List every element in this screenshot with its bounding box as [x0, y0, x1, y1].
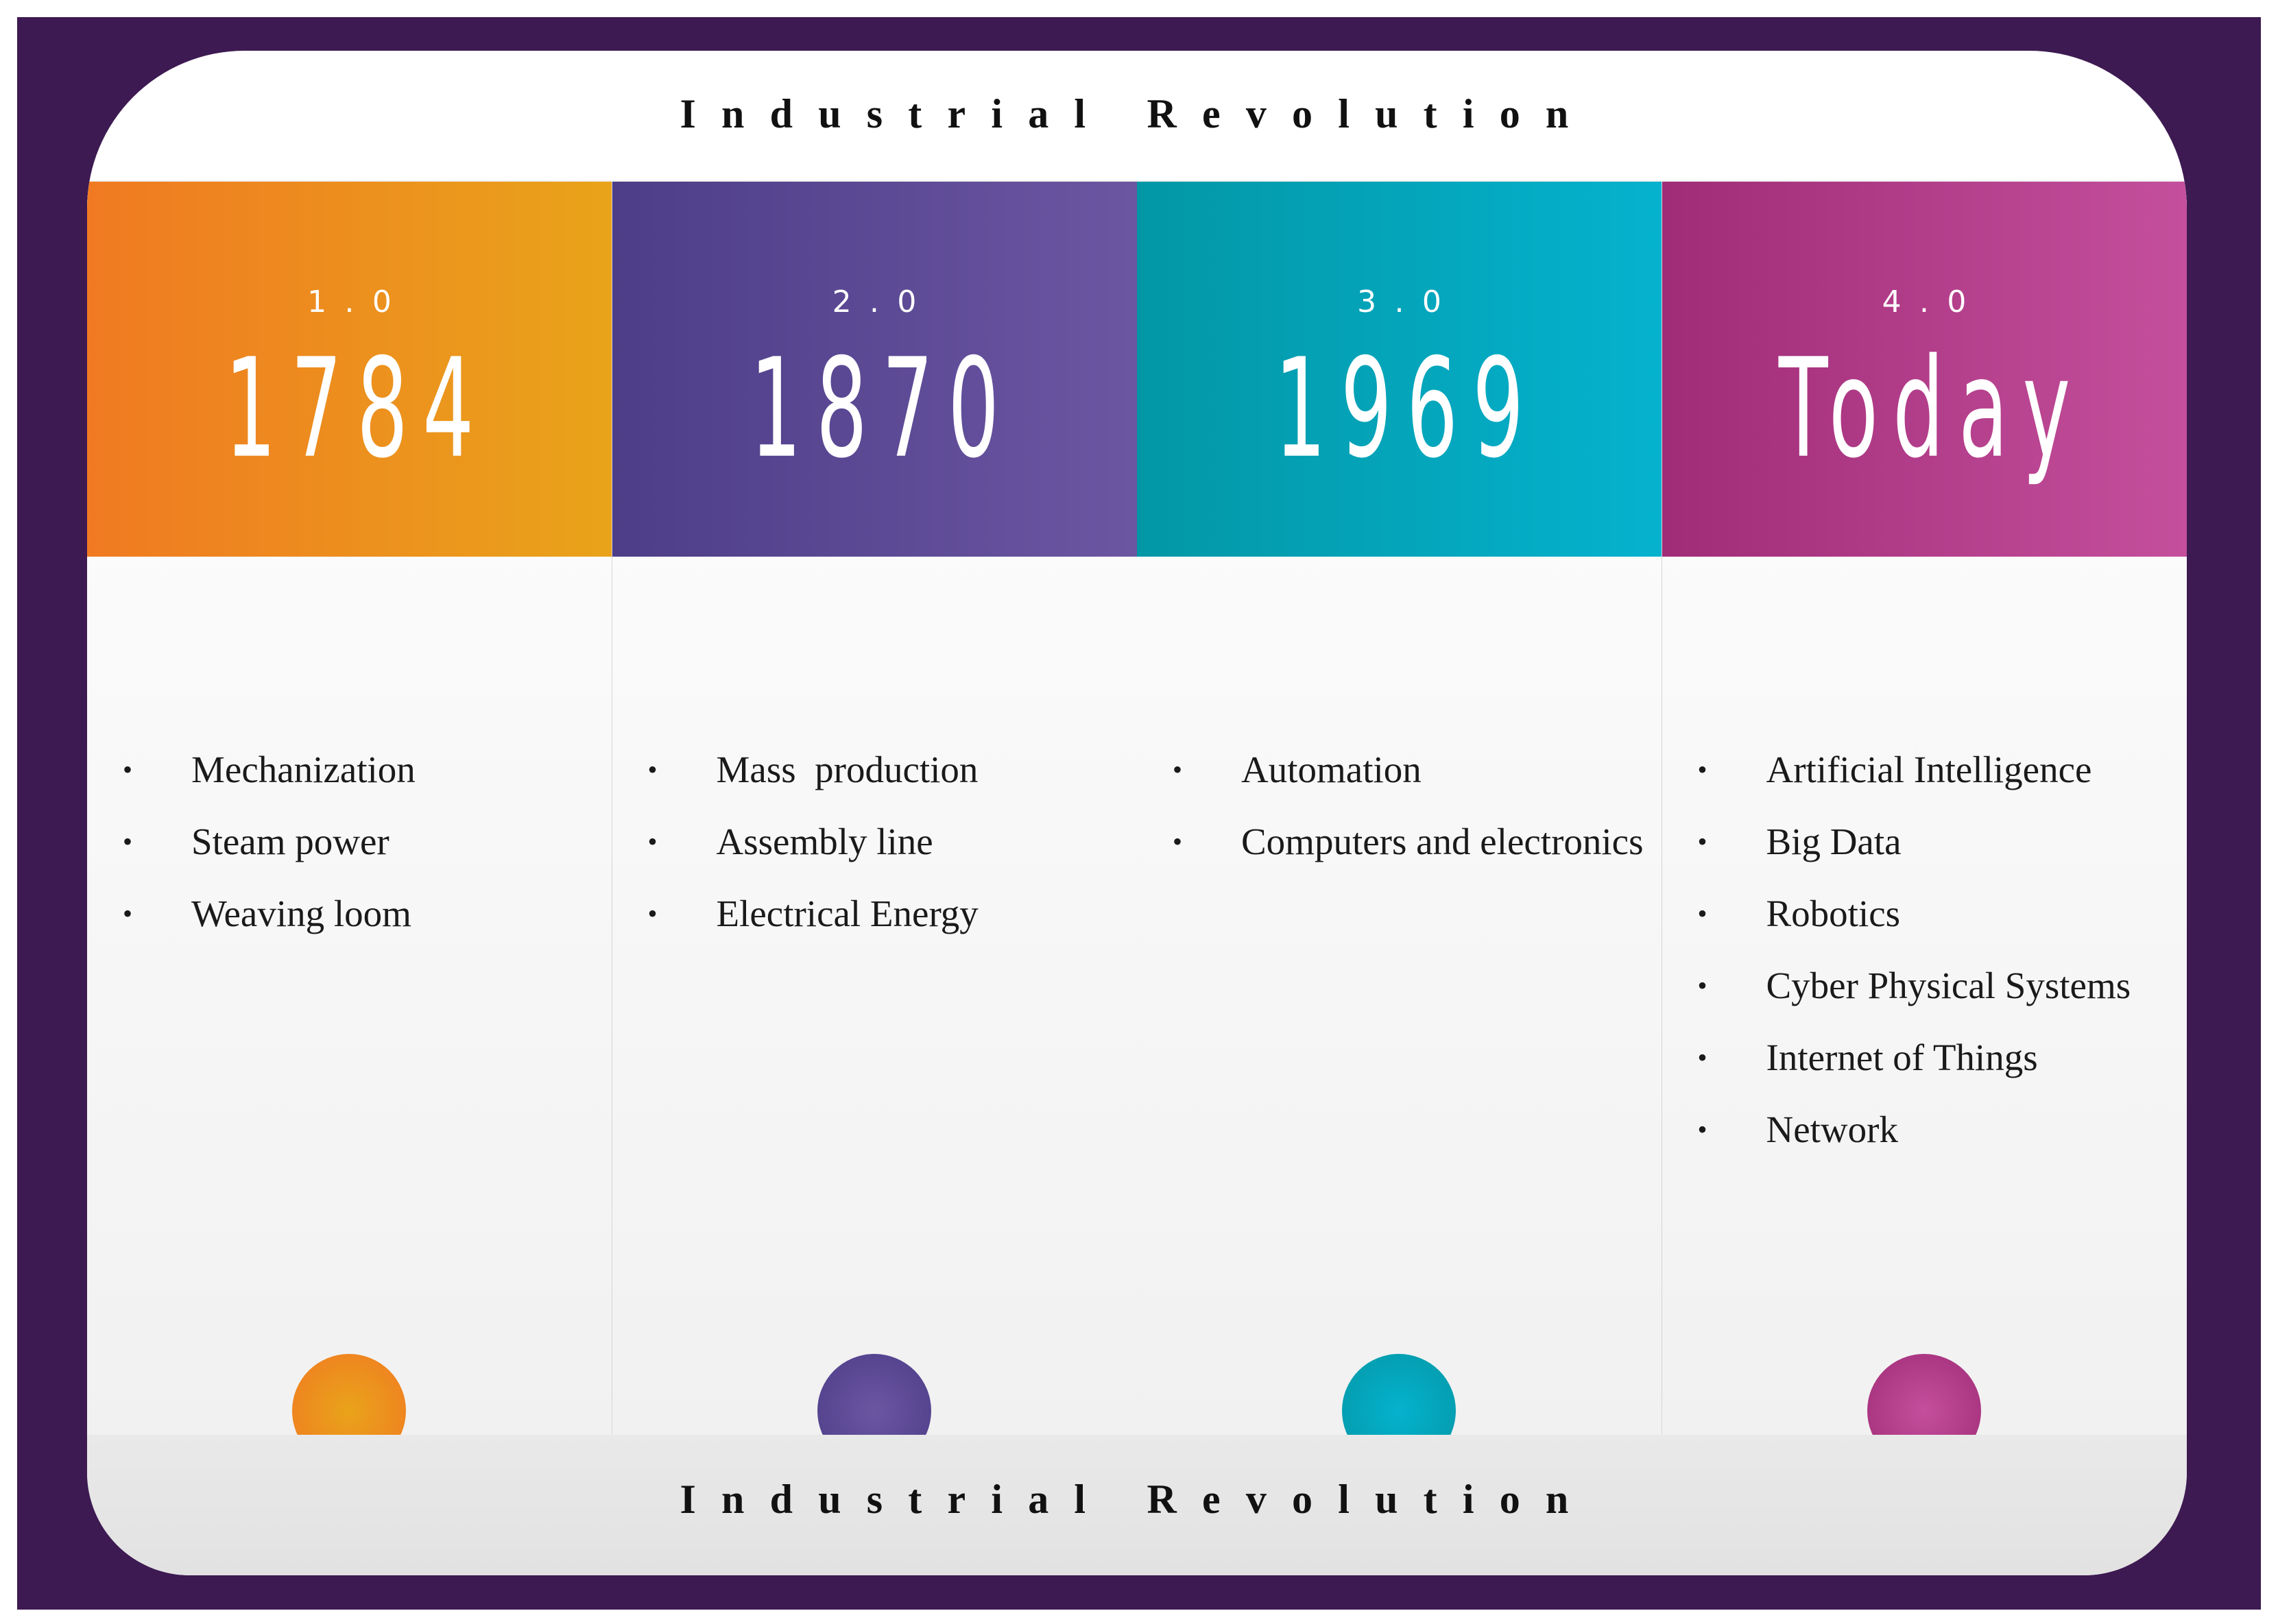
header-title: Industrial Revolution [680, 91, 1594, 136]
column: 2.0 1870 Mass productionAssembly lineElect… [612, 182, 1137, 1468]
column: 4.0 Today Artificial IntelligenceBig DataR… [1662, 182, 2187, 1468]
list-item: Cyber Physical Systems [1698, 949, 2178, 1021]
year: 1870 [750, 329, 1014, 489]
version: 2.0 [832, 284, 935, 319]
item-list: Artificial IntelligenceBig DataRoboticsC… [1662, 734, 2178, 1165]
list-item: Network [1698, 1093, 2178, 1165]
list-item: Weaving loom [123, 877, 603, 949]
card: Industrial Revolution 1.0 1784 Mechanizati… [87, 51, 2187, 1575]
column-header: 2.0 1870 [612, 182, 1137, 557]
item-list: Mass productionAssembly lineElectrical E… [612, 734, 1128, 949]
list-item: Mechanization [123, 734, 603, 805]
version: 3.0 [1357, 284, 1460, 319]
list-item: Automation [1173, 734, 1653, 805]
list-item: Assembly line [648, 805, 1128, 877]
footer: Industrial Revolution [87, 1435, 2187, 1575]
item-list: MechanizationSteam powerWeaving loom [87, 734, 603, 949]
column: 3.0 1969 AutomationComputers and electroni… [1137, 182, 1662, 1468]
version: 4.0 [1882, 284, 1985, 319]
column-header: 1.0 1784 [87, 182, 612, 557]
list-item: Steam power [123, 805, 603, 877]
list-item: Big Data [1698, 805, 2178, 877]
version: 1.0 [307, 284, 410, 319]
column-header: 3.0 1969 [1137, 182, 1662, 557]
list-item: Mass production [648, 734, 1128, 805]
list-item: Robotics [1698, 877, 2178, 949]
year: 1969 [1274, 329, 1539, 489]
list-item: Computers and electronics [1173, 805, 1653, 877]
list-item: Internet of Things [1698, 1021, 2178, 1093]
list-item: Electrical Energy [648, 877, 1128, 949]
list-item: Artificial Intelligence [1698, 734, 2178, 805]
column: 1.0 1784 MechanizationSteam powerWeaving l… [87, 182, 612, 1468]
footer-title: Industrial Revolution [680, 1477, 1594, 1522]
item-list: AutomationComputers and electronics [1137, 734, 1653, 877]
year: Today [1778, 329, 2085, 489]
year: 1784 [224, 329, 489, 489]
column-header: 4.0 Today [1662, 182, 2187, 557]
